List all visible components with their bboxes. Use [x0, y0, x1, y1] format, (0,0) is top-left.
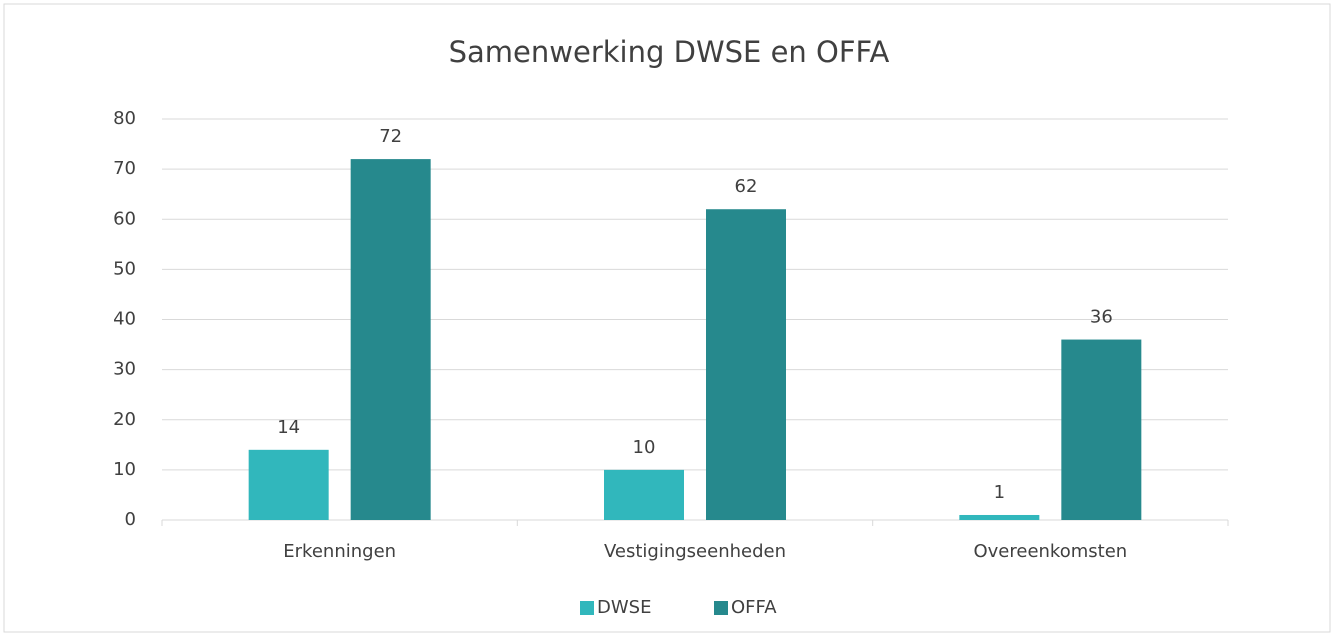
legend-label: DWSE [597, 597, 651, 618]
value-label: 36 [1090, 307, 1113, 328]
legend-label: OFFA [731, 597, 777, 618]
y-tick-label: 60 [113, 208, 136, 229]
bar [350, 159, 431, 520]
x-tick-label: Vestigingseenheden [604, 541, 786, 562]
bar [248, 449, 329, 520]
y-tick-label: 30 [113, 359, 136, 380]
bar [959, 514, 1040, 520]
y-tick-label: 20 [113, 409, 136, 430]
value-label: 1 [994, 482, 1005, 503]
y-tick-label: 10 [113, 459, 136, 480]
chart-title: Samenwerking DWSE en OFFA [449, 35, 890, 69]
y-tick-label: 70 [113, 158, 136, 179]
chart-frame [3, 3, 1331, 633]
y-tick-label: 80 [113, 108, 136, 129]
bar [1061, 339, 1142, 520]
x-tick-label: Overeenkomsten [973, 541, 1127, 562]
y-tick-label: 0 [125, 509, 136, 530]
value-label: 10 [633, 437, 656, 458]
value-label: 72 [379, 126, 402, 147]
y-tick-label: 50 [113, 258, 136, 279]
y-tick-label: 40 [113, 309, 136, 330]
value-label: 62 [735, 176, 758, 197]
legend-swatch [580, 601, 594, 615]
legend-swatch [714, 601, 728, 615]
value-label: 14 [277, 417, 300, 438]
bar [604, 469, 684, 520]
bar [706, 209, 786, 520]
x-tick-label: Erkenningen [283, 541, 396, 562]
